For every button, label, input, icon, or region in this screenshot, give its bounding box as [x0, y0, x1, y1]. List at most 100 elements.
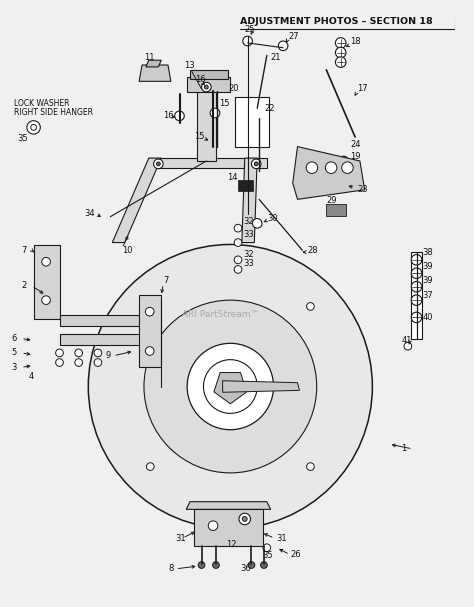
Text: 40: 40 [422, 313, 433, 322]
Circle shape [208, 521, 218, 531]
Text: 39: 39 [422, 276, 433, 285]
Text: 15: 15 [194, 132, 204, 141]
Circle shape [411, 254, 422, 265]
Circle shape [253, 219, 262, 228]
Circle shape [144, 300, 317, 473]
Circle shape [55, 349, 64, 357]
Text: 20: 20 [228, 84, 239, 93]
Circle shape [306, 162, 318, 174]
Circle shape [342, 162, 353, 174]
Text: 29: 29 [326, 196, 337, 205]
Circle shape [27, 121, 40, 134]
Circle shape [201, 83, 211, 92]
Circle shape [146, 347, 154, 355]
Text: 7: 7 [163, 276, 169, 285]
Text: 6: 6 [11, 334, 17, 343]
Circle shape [411, 268, 422, 279]
Text: 36: 36 [240, 565, 251, 574]
Circle shape [88, 245, 373, 529]
Text: 35: 35 [17, 134, 28, 143]
Polygon shape [197, 89, 216, 161]
Text: 12: 12 [227, 540, 237, 549]
Text: 32: 32 [243, 249, 254, 259]
Text: 17: 17 [357, 84, 368, 93]
Text: 4: 4 [29, 373, 34, 381]
Circle shape [203, 359, 257, 413]
Circle shape [234, 256, 242, 263]
Text: 34: 34 [84, 209, 95, 219]
Text: 25: 25 [245, 25, 255, 34]
Text: 21: 21 [271, 53, 281, 62]
Text: 41: 41 [401, 336, 412, 345]
Circle shape [75, 349, 82, 357]
Circle shape [411, 295, 422, 305]
Circle shape [248, 561, 255, 568]
Text: 39: 39 [422, 262, 433, 271]
Text: 32: 32 [243, 217, 254, 226]
Circle shape [234, 225, 242, 232]
Text: 11: 11 [144, 53, 155, 62]
Circle shape [411, 312, 422, 323]
Polygon shape [190, 70, 228, 80]
Circle shape [243, 36, 253, 46]
Polygon shape [223, 381, 300, 392]
Circle shape [234, 266, 242, 273]
Text: 7: 7 [21, 246, 27, 255]
Polygon shape [60, 334, 149, 345]
Text: 15: 15 [219, 99, 229, 108]
Circle shape [339, 156, 348, 166]
Circle shape [307, 463, 314, 470]
Text: LOCK WASHER: LOCK WASHER [14, 99, 70, 108]
Circle shape [242, 517, 247, 521]
Circle shape [239, 513, 250, 524]
Text: 27: 27 [288, 32, 299, 41]
Text: ARI PartStream™: ARI PartStream™ [182, 310, 260, 319]
Circle shape [255, 162, 258, 166]
Circle shape [261, 561, 267, 568]
Bar [194, 509, 263, 546]
Circle shape [94, 359, 102, 367]
Text: 38: 38 [422, 248, 433, 257]
Circle shape [263, 544, 271, 552]
Text: 18: 18 [350, 36, 361, 46]
Text: 16: 16 [163, 111, 174, 120]
Polygon shape [186, 502, 271, 509]
Circle shape [251, 159, 261, 169]
Circle shape [42, 296, 50, 305]
Circle shape [75, 359, 82, 367]
Circle shape [198, 561, 205, 568]
Circle shape [212, 561, 219, 568]
Text: RIGHT SIDE HANGER: RIGHT SIDE HANGER [14, 107, 93, 117]
Circle shape [31, 124, 36, 131]
Text: 31: 31 [276, 534, 287, 543]
Text: 2: 2 [21, 281, 27, 290]
Text: 33: 33 [243, 231, 254, 239]
Circle shape [146, 463, 154, 470]
Text: 9: 9 [106, 351, 111, 361]
Circle shape [325, 162, 337, 174]
Circle shape [278, 41, 288, 50]
Circle shape [146, 303, 154, 310]
Circle shape [404, 342, 412, 350]
Circle shape [234, 239, 242, 246]
Polygon shape [139, 65, 171, 81]
Text: 30: 30 [267, 214, 277, 223]
Text: 19: 19 [350, 152, 361, 161]
Text: 8: 8 [168, 565, 173, 574]
Text: 14: 14 [228, 173, 238, 181]
Text: 31: 31 [176, 534, 186, 543]
Polygon shape [187, 78, 230, 92]
Text: ADJUSTMENT PHOTOS – SECTION 18: ADJUSTMENT PHOTOS – SECTION 18 [240, 18, 433, 26]
Polygon shape [34, 245, 60, 319]
Text: 23: 23 [357, 185, 368, 194]
Circle shape [55, 359, 64, 367]
Circle shape [42, 257, 50, 266]
Text: 28: 28 [307, 246, 318, 255]
Text: 16: 16 [195, 75, 205, 84]
Polygon shape [235, 97, 269, 146]
Circle shape [175, 111, 184, 121]
Circle shape [336, 47, 346, 58]
Circle shape [154, 159, 163, 169]
Bar [238, 180, 254, 191]
Text: 26: 26 [291, 550, 301, 559]
